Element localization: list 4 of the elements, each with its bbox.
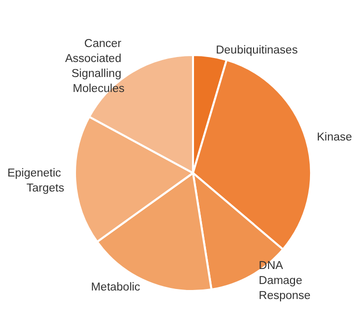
slice-label: Kinase [316, 132, 352, 144]
slice-label: Metabolic [90, 281, 140, 294]
slice-label: Deubiquitinases [216, 44, 298, 56]
slice-label: Epigenetic Targets [7, 167, 64, 194]
